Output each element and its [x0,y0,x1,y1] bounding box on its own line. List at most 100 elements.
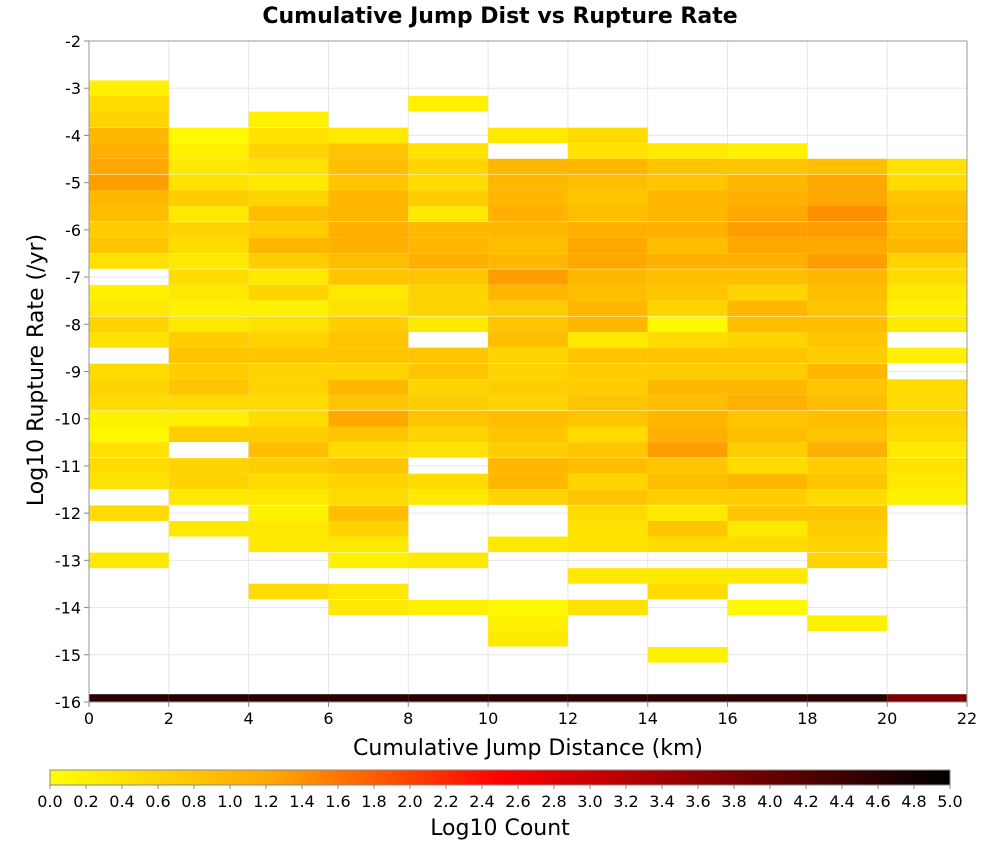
y-tick-label: -2 [65,32,81,51]
heatmap-cell [727,253,808,269]
heatmap-cell [807,442,888,458]
heatmap-cell [567,489,648,505]
x-tick-label: 6 [323,709,333,728]
heatmap-cell [727,410,808,427]
heatmap-cell [727,473,808,490]
x-tick-label: 8 [403,709,413,728]
heatmap-cell [168,284,249,301]
heatmap-cell [488,174,568,191]
colorbar-tick-label: 3.2 [613,792,638,811]
x-axis-ticks: 0 2 4 6 8 10 12 14 16 18 20 22 [84,702,977,728]
heatmap-cell [408,269,489,285]
heatmap-cell [89,111,169,128]
heatmap-cell [887,410,967,427]
y-tick-label: -13 [55,551,81,570]
heatmap-cell [807,347,888,364]
heatmap-cell [567,363,648,380]
heatmap-cell [248,394,329,411]
heatmap-cell [567,394,648,411]
heatmap-cell [328,599,409,616]
heatmap-cell [248,332,329,348]
heatmap-cell [168,222,249,238]
heatmap-cell [408,489,489,505]
heatmap-cell [807,694,888,702]
heatmap-cell [807,426,888,443]
heatmap-cell [727,237,808,254]
heatmap-cell [488,222,568,238]
heatmap-cell [89,284,169,301]
heatmap-cell [408,363,489,380]
y-axis-label: Log10 Rupture Rate (/yr) [24,234,49,506]
heatmap-cell [328,237,409,254]
heatmap-cell [807,284,888,301]
y-tick-label: -3 [65,79,81,98]
heatmap-cell [567,269,648,285]
heatmap-cell [807,237,888,254]
heatmap-cell [408,473,489,490]
heatmap-cell [727,316,808,333]
heatmap-cell [89,410,169,427]
heatmap-cell [727,599,808,616]
heatmap-cell [727,568,808,584]
heatmap-cell [727,363,808,380]
heatmap-cell [647,473,728,490]
heatmap-cell [89,379,169,395]
heatmap-cell [647,646,728,663]
heatmap-cell [567,347,648,364]
heatmap-cell [408,300,489,317]
colorbar-tick-label: 1.2 [253,792,278,811]
heatmap-cell [408,410,489,427]
heatmap-cell [248,536,329,553]
heatmap-cell [807,206,888,222]
heatmap-cell [807,489,888,505]
heatmap-cell [168,253,249,269]
x-axis-label: Cumulative Jump Distance (km) [353,736,703,761]
heatmap-cell [488,190,568,207]
heatmap-cell [408,426,489,443]
heatmap-cell [168,410,249,427]
heatmap-cell [89,426,169,443]
heatmap-cell [488,316,568,333]
heatmap-cell [887,473,967,490]
heatmap-cell [168,473,249,490]
heatmap-cell [328,442,409,458]
heatmap-cell [408,190,489,207]
heatmap-cell [887,379,967,395]
heatmap-cell [567,694,648,702]
x-tick-label: 10 [478,709,498,728]
heatmap-cell [248,410,329,427]
heatmap-cell [248,127,329,144]
heatmap-cell [408,379,489,395]
heatmap-cell [168,174,249,191]
heatmap-cell [727,174,808,191]
heatmap-cell [248,111,329,128]
heatmap-cell [727,269,808,285]
colorbar-tick-label: 1.0 [217,792,242,811]
heatmap-cell [488,489,568,505]
colorbar-tick-label: 1.4 [289,792,314,811]
heatmap-cell [647,394,728,411]
heatmap-cell [647,222,728,238]
heatmap-cell [647,379,728,395]
heatmap-cell [408,694,489,702]
heatmap-cell [248,379,329,395]
heatmap-cell [488,394,568,411]
heatmap-cell [168,394,249,411]
heatmap-cell [488,332,568,348]
heatmap-cell [488,410,568,427]
heatmap-cell [887,284,967,301]
heatmap-cell [887,158,967,175]
heatmap-cell [567,473,648,490]
heatmap-cell [328,332,409,348]
heatmap-cell [328,536,409,553]
heatmap-cell [727,222,808,238]
x-tick-label: 20 [877,709,897,728]
heatmap-cell [408,158,489,175]
colorbar-tick-label: 4.0 [757,792,782,811]
y-tick-label: -8 [65,315,81,334]
heatmap-cell [807,190,888,207]
heatmap-cell [248,190,329,207]
heatmap-cell [647,505,728,521]
heatmap-cell [328,190,409,207]
